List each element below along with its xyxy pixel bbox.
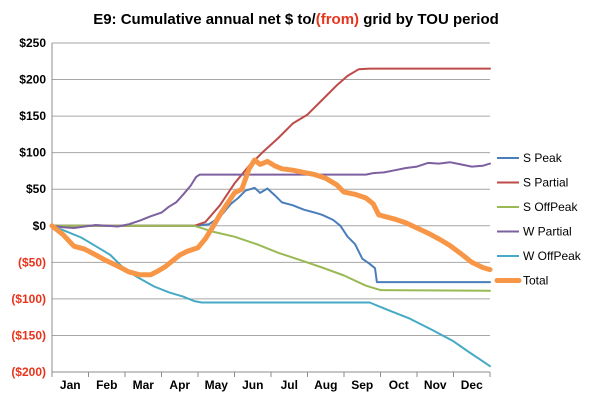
series-lines — [49, 67, 493, 368]
x-tick-label: Jun — [242, 378, 263, 392]
x-tick-label: Feb — [96, 378, 117, 392]
legend-label: W OffPeak — [523, 249, 582, 263]
series-line-s-partial — [51, 67, 491, 227]
x-tick-label: Oct — [389, 378, 409, 392]
y-tick-label: ($150) — [11, 328, 46, 342]
y-tick-label: $200 — [19, 73, 46, 87]
legend-label: Total — [523, 274, 548, 288]
legend-label: S OffPeak — [523, 200, 578, 214]
title-part: grid by TOU period — [359, 11, 499, 28]
legend-label: W Partial — [523, 225, 572, 239]
y-tick-label: $150 — [19, 109, 46, 123]
y-tick-label: $100 — [19, 146, 46, 160]
x-tick-label: Mar — [133, 378, 155, 392]
title-part: (from) — [316, 11, 359, 28]
series-line-s-offpeak — [51, 224, 491, 292]
series-line-total — [49, 157, 493, 278]
x-tick-label: Jul — [281, 378, 298, 392]
x-tick-label: Aug — [314, 378, 337, 392]
y-tick-label: $50 — [26, 182, 46, 196]
chart-title: E9: Cumulative annual net $ to/(from) gr… — [93, 11, 499, 28]
series-line-s-peak — [51, 186, 491, 284]
legend-label: S Partial — [523, 176, 568, 190]
title-part: E9: Cumulative annual net $ to/ — [93, 11, 316, 28]
x-tick-label: May — [205, 378, 229, 392]
series-line-w-offpeak — [51, 224, 491, 368]
axes: $250 $200 $150 $100 $50 $0 ($50) ($100) ($150) ($… — [11, 36, 491, 392]
series-line-w-partial — [51, 161, 491, 229]
x-tick-label: Apr — [169, 378, 190, 392]
y-tick-label: ($50) — [18, 255, 46, 269]
y-tick-label: $250 — [19, 36, 46, 50]
x-tick-label: Jan — [60, 378, 81, 392]
x-tick-label: Nov — [424, 378, 447, 392]
x-tick-label: Sep — [351, 378, 373, 392]
y-tick-label: ($100) — [11, 292, 46, 306]
grid-lines — [52, 42, 490, 373]
legend-label: S Peak — [523, 151, 563, 165]
y-tick-label: ($200) — [11, 365, 46, 379]
legend: S Peak S Partial S OffPeak W Partial W OffPe… — [494, 151, 582, 288]
y-tick-label: $0 — [33, 219, 47, 233]
x-tick-label: Dec — [461, 378, 483, 392]
